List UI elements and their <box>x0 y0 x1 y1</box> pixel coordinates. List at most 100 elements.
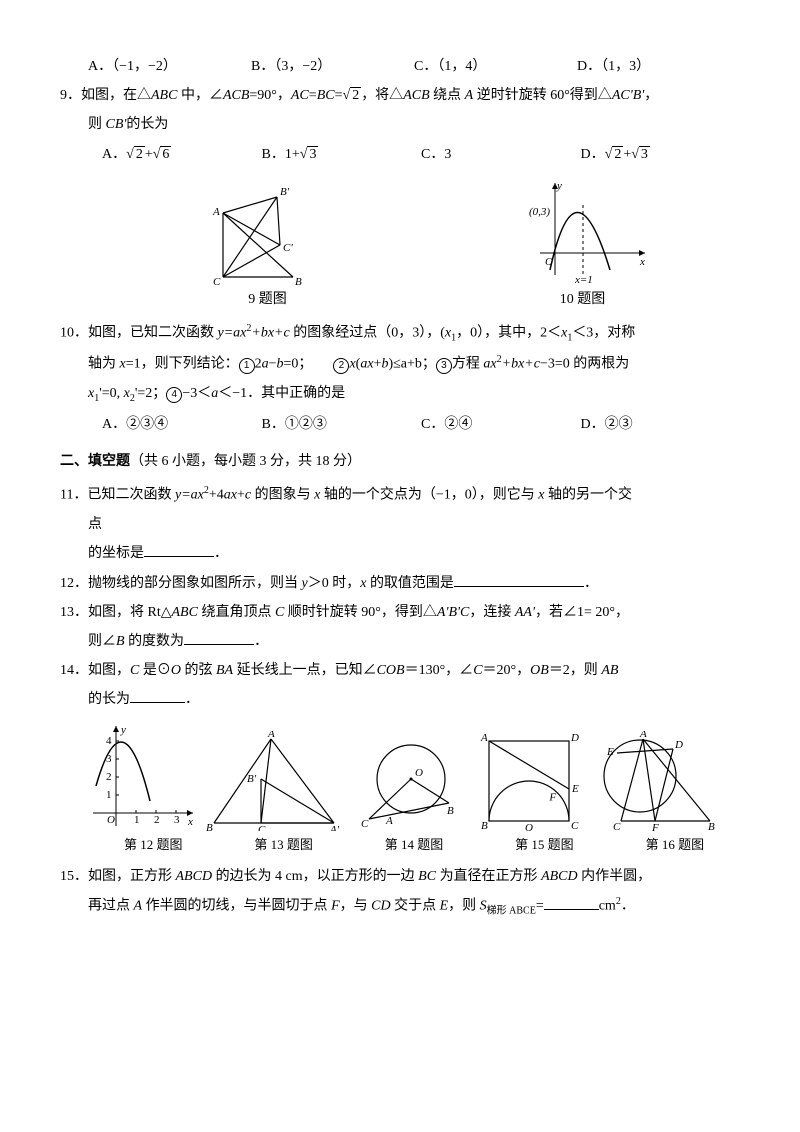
q10-line3: x1'=0, x2'=2；4−3＜a＜−1．其中正确的是 <box>60 381 740 408</box>
q10-options: A．②③④ B．①②③ C．②④ D．②③ <box>102 412 740 437</box>
svg-text:2: 2 <box>106 771 112 783</box>
svg-text:E: E <box>571 783 579 795</box>
svg-text:2: 2 <box>154 814 160 826</box>
q11-line1: 11．已知二次函数 y=ax2+4ax+c 的图象与 x 轴的一个交点为（−1，… <box>60 482 740 508</box>
svg-text:O: O <box>107 814 115 826</box>
svg-text:F: F <box>651 822 659 831</box>
svg-text:E: E <box>606 746 614 758</box>
cap13: 第 13 题图 <box>218 833 348 856</box>
q9-cbp: CB' <box>106 117 127 132</box>
q9-t11: 的长为 <box>126 117 168 132</box>
svg-text:C: C <box>361 818 369 830</box>
q8-optB: B．（3，−2） <box>251 54 414 79</box>
q9-stem-line2: 则 CB'的长为 <box>60 112 740 137</box>
caption-row-12-16: 第 12 题图 第 13 题图 第 14 题图 第 15 题图 第 16 题图 <box>88 833 740 856</box>
q10-line1: 10．如图，已知二次函数 y=ax2+bx+c 的图象经过点（0，3），(x1，… <box>60 320 740 347</box>
svg-text:B: B <box>481 820 488 831</box>
svg-text:C: C <box>213 276 221 285</box>
svg-text:D: D <box>570 732 579 744</box>
q8-optA: A．（−1，−2） <box>88 54 251 79</box>
q13-line1: 13．如图，将 Rt△ABC 绕直角顶点 C 顺时针旋转 90°，得到△A'B'… <box>60 600 740 625</box>
q9-t3: =90°， <box>249 88 291 103</box>
svg-text:O: O <box>545 256 553 268</box>
svg-text:B: B <box>708 821 715 831</box>
q9-t8: 逆时针旋转 60°得到△ <box>473 88 612 103</box>
q9-t9: ， <box>644 88 658 103</box>
q9-sqrt2: √2 <box>343 87 362 103</box>
q14-line1: 14．如图，C 是⊙O 的弦 BA 延长线上一点，已知∠COB＝130°，∠C＝… <box>60 658 740 683</box>
svg-text:D: D <box>674 739 683 751</box>
q9-t10: 则 <box>88 117 106 132</box>
fig10-svg: (0,3) y x Ox=1 <box>515 175 655 285</box>
fig9-caption: 9 题图 <box>110 287 425 312</box>
q9-t6: ，将△ <box>361 88 403 103</box>
cap15: 第 15 题图 <box>479 833 609 856</box>
q9-optC: C．3 <box>421 142 581 167</box>
fig9-wrap: ABCC'B' <box>110 185 420 285</box>
svg-text:O: O <box>525 822 533 831</box>
svg-text:y: y <box>120 724 126 736</box>
q8-options: A．（−1，−2） B．（3，−2） C．（1，4） D．（1，3） <box>88 54 740 79</box>
svg-text:B: B <box>447 805 454 817</box>
q9-acb: ACB <box>223 88 249 103</box>
svg-text:C': C' <box>283 242 293 254</box>
q9-acb2: ACB <box>403 88 429 103</box>
q14-blank <box>130 688 185 703</box>
svg-text:B': B' <box>280 186 290 198</box>
q9-optA: A．√2+√6 <box>102 142 262 167</box>
q11-line2: 点 <box>60 512 740 537</box>
svg-text:3: 3 <box>174 814 180 826</box>
svg-text:1: 1 <box>134 814 140 826</box>
fig16-svg: ABCDEF <box>595 731 715 831</box>
cap12: 第 12 题图 <box>88 833 218 856</box>
fig9-svg: ABCC'B' <box>205 185 325 285</box>
q8-optC: C．（1，4） <box>414 54 577 79</box>
fig15-svg: A B C D E F O <box>477 731 587 831</box>
q9-ac: AC <box>291 88 309 103</box>
q10-optA: A．②③④ <box>102 412 262 437</box>
q11-blank <box>144 542 214 557</box>
svg-text:(0,3): (0,3) <box>529 206 550 218</box>
svg-text:A: A <box>212 206 220 218</box>
svg-text:x: x <box>639 256 645 268</box>
svg-text:A: A <box>385 815 393 827</box>
svg-text:C: C <box>571 820 579 831</box>
q8-optD: D．（1，3） <box>577 54 740 79</box>
svg-text:y: y <box>556 180 562 192</box>
svg-text:B: B <box>206 822 213 831</box>
svg-text:4: 4 <box>106 735 112 747</box>
caption-row-9-10: 9 题图 10 题图 <box>110 287 740 312</box>
q13-blank <box>184 630 254 645</box>
svg-text:O: O <box>415 767 423 779</box>
q10-optB: B．①②③ <box>262 412 422 437</box>
fig-row-9-10: ABCC'B' (0,3)yxOx=1 <box>110 175 740 285</box>
svg-text:A: A <box>480 732 488 744</box>
q11-line3: 的坐标是． <box>60 541 740 566</box>
q12-line: 12．抛物线的部分图象如图所示，则当 y＞0 时，x 的取值范围是． <box>60 571 740 596</box>
q9-a: A <box>465 88 474 103</box>
q9-t1: 9．如图，在△ <box>60 88 151 103</box>
section2-heading: 二、填空题（共 6 小题，每小题 3 分，共 18 分） <box>60 449 740 474</box>
q9-options: A．√2+√6 B．1+√3 C．3 D．√2+√3 <box>102 142 740 167</box>
q9-bc: BC <box>317 88 335 103</box>
svg-text:A: A <box>639 731 647 740</box>
svg-text:A': A' <box>329 824 340 831</box>
fig10-wrap: (0,3) y x Ox=1 <box>430 175 740 285</box>
q14-line2: 的长为． <box>60 687 740 712</box>
svg-text:F: F <box>548 791 556 803</box>
q9-stem-line1: 9．如图，在△ABC 中，∠ACB=90°，AC=BC=√2，将△ACB 绕点 … <box>60 83 740 108</box>
q13-line2: 则∠B 的度数为． <box>60 629 740 654</box>
svg-text:C: C <box>258 824 266 831</box>
q9-t5: = <box>335 88 343 103</box>
fig10-caption: 10 题图 <box>425 287 740 312</box>
cap16: 第 16 题图 <box>610 833 740 856</box>
svg-text:x=1: x=1 <box>574 274 593 285</box>
fig14-svg: O C A B <box>349 741 469 831</box>
svg-text:x: x <box>187 816 193 828</box>
fig13-svg: ABCA'B' <box>206 731 341 831</box>
q9-t2: 中，∠ <box>177 88 223 103</box>
q9-acpbp: AC'B' <box>612 88 644 103</box>
fig-row-12-16: 1231234yxO ABCA'B' OCAB ABCDEFO ABCDEF <box>88 721 740 831</box>
svg-text:B': B' <box>247 773 257 785</box>
q15-blank <box>544 895 599 910</box>
